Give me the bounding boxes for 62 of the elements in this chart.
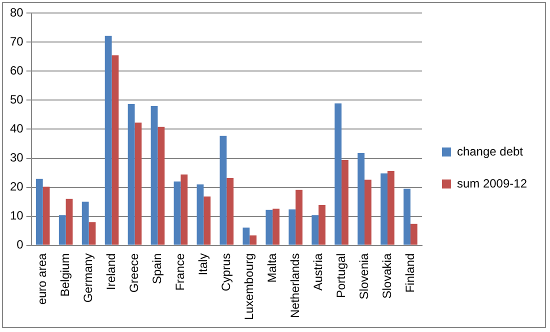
x-tick-label: Slovenia: [356, 252, 371, 300]
bar: [220, 136, 227, 245]
x-tick-label: Belgium: [58, 253, 72, 297]
x-tick-label: Slovakia: [380, 252, 394, 299]
bar: [150, 106, 158, 245]
y-tick-label: 60: [10, 64, 24, 78]
bar: [134, 122, 142, 245]
y-tick-label: 20: [10, 180, 24, 194]
bar: [226, 178, 234, 245]
y-tick-label: 50: [10, 92, 24, 107]
bar: [82, 202, 89, 245]
y-tick-label: 30: [10, 150, 24, 165]
x-tick-label: Italy: [196, 253, 210, 276]
x-tick-label: Spain: [150, 253, 164, 284]
bar: [334, 103, 342, 245]
bar: [380, 173, 388, 245]
bar: [250, 235, 257, 245]
x-tick-label: Netherlands: [288, 253, 302, 318]
x-tick-label: Ireland: [104, 253, 118, 290]
x-tick-label: Germany: [81, 253, 96, 303]
x-tick-label: France: [173, 252, 188, 291]
bar: [296, 190, 302, 245]
bar: [66, 198, 73, 245]
bar: [204, 196, 211, 245]
x-tick-label: Finland: [402, 253, 417, 293]
y-tick-label: 40: [10, 122, 24, 136]
bar: [387, 171, 394, 245]
bar: [272, 208, 280, 245]
bar: [364, 180, 372, 245]
bar: [180, 174, 188, 245]
x-tick-label: Luxembourg: [242, 253, 256, 320]
bar: [174, 181, 181, 245]
x-tick-label: Austria: [310, 252, 325, 291]
bar: [288, 209, 296, 245]
y-tick-label: 80: [10, 6, 24, 20]
bar: [410, 224, 418, 245]
bar: [342, 160, 348, 245]
bar: [318, 204, 326, 245]
bar: [36, 178, 43, 245]
x-tick-label: Portugal: [334, 253, 348, 298]
bar: [196, 184, 204, 245]
bar: [358, 153, 365, 245]
bar: [112, 55, 119, 245]
x-tick-label: euro area: [35, 252, 50, 305]
bar: [58, 215, 66, 245]
y-tick-label: 0: [16, 238, 24, 252]
bar: [404, 188, 410, 245]
x-tick-label: Greece: [127, 252, 142, 293]
bar: [158, 126, 165, 245]
bar: [128, 104, 135, 245]
y-tick-label: 10: [10, 208, 24, 223]
y-tick-label: 70: [10, 34, 24, 49]
bar: [42, 186, 50, 245]
x-tick-label: Cyprus: [218, 253, 233, 292]
bar: [312, 215, 319, 245]
bar: [266, 210, 273, 245]
x-tick-label: Malta: [264, 252, 279, 283]
legend-label: change debt: [456, 144, 524, 158]
bar: [104, 36, 112, 245]
bar: [242, 228, 250, 245]
legend-label: sum 2009-12: [456, 176, 528, 190]
bar: [88, 222, 96, 245]
